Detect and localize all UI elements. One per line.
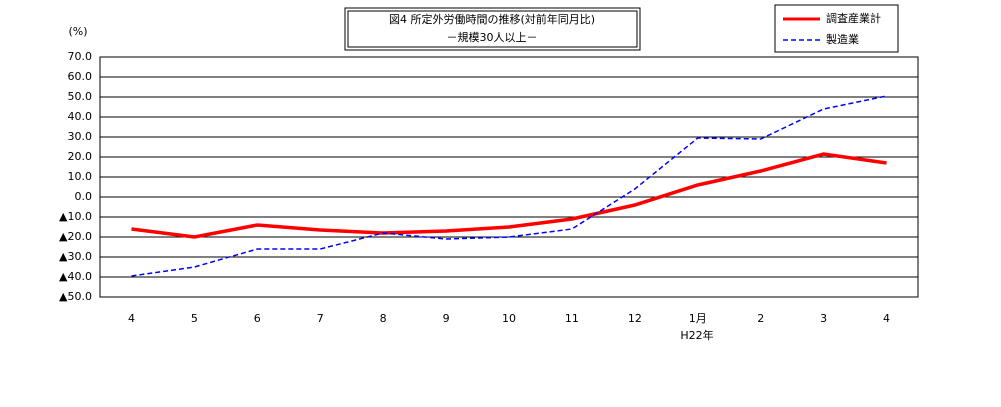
chart-title: 図4 所定外労働時間の推移(対前年同月比) — [389, 12, 595, 26]
x-tick-label: 5 — [191, 312, 198, 325]
x-tick-label: 6 — [254, 312, 261, 325]
x-tick-label: 7 — [317, 312, 324, 325]
legend-label: 調査産業計 — [826, 11, 881, 25]
y-tick-label: 50.0 — [68, 90, 93, 103]
chart-subtitle: －規模30人以上－ — [447, 30, 538, 44]
plot-border — [99, 56, 919, 298]
y-tick-label: 30.0 — [68, 130, 93, 143]
title-box — [344, 7, 641, 51]
x-tick-label: 4 — [883, 312, 890, 325]
x-tick-label: 2 — [757, 312, 764, 325]
data-line — [131, 152, 887, 239]
x-tick-label: 4 — [128, 312, 135, 325]
annotation: H22年 — [680, 328, 713, 342]
y-tick-label: ▲40.0 — [59, 270, 92, 283]
x-tick-label: 12 — [628, 312, 642, 325]
y-tick-label: ▲10.0 — [59, 210, 92, 223]
x-tick-label: 8 — [380, 312, 387, 325]
x-tick-label: 9 — [443, 312, 450, 325]
legend-box — [774, 4, 899, 53]
y-tick-label: 0.0 — [75, 190, 93, 203]
x-tick-label: 11 — [565, 312, 579, 325]
x-tick-label: 3 — [820, 312, 827, 325]
y-tick-label: 70.0 — [68, 50, 93, 63]
y-axis-label: (%) — [68, 25, 87, 38]
title-box-inner — [347, 10, 638, 48]
y-tick-label: 10.0 — [68, 170, 93, 183]
y-tick-label: 60.0 — [68, 70, 93, 83]
legend-label: 製造業 — [826, 32, 859, 46]
y-tick-label: 40.0 — [68, 110, 93, 123]
y-tick-label: ▲30.0 — [59, 250, 92, 263]
y-tick-label: ▲50.0 — [59, 290, 92, 303]
x-tick-label: 1月 — [689, 312, 707, 325]
x-tick-label: 10 — [502, 312, 516, 325]
y-tick-label: ▲20.0 — [59, 230, 92, 243]
data-line — [131, 95, 887, 277]
y-tick-label: 20.0 — [68, 150, 93, 163]
